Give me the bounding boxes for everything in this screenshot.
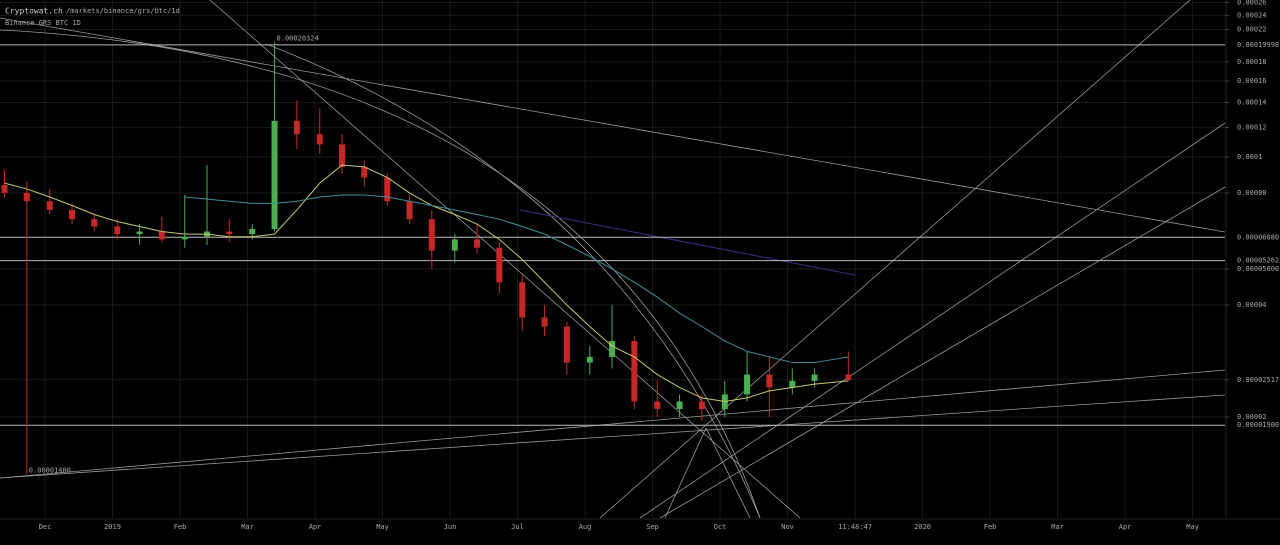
candle-body xyxy=(766,374,773,388)
candle-body xyxy=(384,177,391,202)
candle-body xyxy=(181,236,188,240)
candle-body xyxy=(845,374,852,380)
x-tick-label: May xyxy=(376,523,389,531)
candle-body xyxy=(361,166,368,178)
candle-body xyxy=(811,374,818,381)
trend-line xyxy=(664,427,707,519)
moving-average xyxy=(184,194,849,364)
candle-body xyxy=(654,401,661,410)
x-tick-label: Oct xyxy=(714,523,727,531)
y-tick-label: 0.00016 xyxy=(1237,77,1267,85)
candle-body xyxy=(744,374,751,395)
trend-line xyxy=(659,186,1226,519)
candle-body xyxy=(91,219,98,227)
candle-body xyxy=(519,282,526,318)
trend-line xyxy=(705,427,751,519)
x-tick-label: Jun xyxy=(444,523,457,531)
x-tick-label: Apr xyxy=(1119,523,1132,531)
candle-body xyxy=(563,326,570,363)
x-tick-label: Mar xyxy=(241,523,254,531)
candle-body xyxy=(249,228,256,235)
candle-body xyxy=(789,380,796,388)
x-tick-label: Feb xyxy=(174,523,187,531)
trend-line xyxy=(639,122,1226,519)
x-tick-label: May xyxy=(1186,523,1199,531)
trend-line xyxy=(209,0,801,519)
candle-body xyxy=(609,340,616,357)
candle-body xyxy=(69,209,76,220)
site-name: Cryptowat.ch xyxy=(5,7,63,16)
candle-body xyxy=(496,247,503,283)
y-tick-label: 0.00012 xyxy=(1237,123,1267,131)
horizontal-line-label: 0.00006080 xyxy=(1237,233,1279,241)
candle-body xyxy=(46,201,53,210)
x-tick-label: Aug xyxy=(579,523,592,531)
y-tick-label: 0.00014 xyxy=(1237,98,1267,106)
x-tick-label: Feb xyxy=(984,523,997,531)
y-tick-label: 0.00004 xyxy=(1237,301,1267,309)
price-annotation: 0.00020324 xyxy=(277,34,319,42)
trend-lines xyxy=(0,0,1226,519)
candle-body xyxy=(428,219,435,251)
y-tick-label: 0.00008 xyxy=(1237,189,1267,197)
y-tick-label: 0.00026 xyxy=(1237,0,1267,6)
grid xyxy=(0,0,1225,518)
x-tick-label: 2019 xyxy=(104,523,121,531)
x-tick-label: 2020 xyxy=(914,523,931,531)
candle-body xyxy=(698,401,705,410)
candle-body xyxy=(114,226,121,235)
candle-body xyxy=(474,239,481,248)
x-tick-label: Mar xyxy=(1051,523,1064,531)
y-tick-label: 0.00002517 xyxy=(1237,376,1279,384)
y-tick-label: 0.00002 xyxy=(1237,413,1267,421)
candle-body xyxy=(293,120,300,135)
candle-body xyxy=(226,231,233,235)
candle-body xyxy=(23,192,30,202)
y-tick-label: 0.00024 xyxy=(1237,11,1267,19)
horizontal-line-label: 0.00001900 xyxy=(1237,421,1279,429)
x-tick-label: Sep xyxy=(646,523,659,531)
x-tick-label: 11:48:47 xyxy=(838,523,872,531)
y-tick-label: 0.00018 xyxy=(1237,58,1267,66)
horizontal-line-label: 0.00019998 xyxy=(1237,41,1279,49)
y-tick-label: 0.00005000 xyxy=(1237,265,1279,273)
candle-body xyxy=(136,231,143,235)
trend-line xyxy=(519,209,856,276)
trend-line xyxy=(0,17,1226,233)
candle-body xyxy=(406,201,413,220)
candle-body xyxy=(586,356,593,363)
y-tick-label: 0.00022 xyxy=(1237,25,1267,33)
market-path: /markets/binance/grs/btc/1d xyxy=(66,7,180,15)
candle-body xyxy=(541,317,548,327)
x-tick-label: Nov xyxy=(781,523,794,531)
horizontal-line-label: 0.00005262 xyxy=(1237,257,1279,265)
market-name: Binance GRS BTC 1D xyxy=(5,19,81,27)
trend-line xyxy=(599,0,1191,519)
trend-arc xyxy=(0,29,761,519)
y-tick-label: 0.0001 xyxy=(1237,153,1262,161)
candle-body xyxy=(158,231,165,240)
trend-line xyxy=(0,394,1226,479)
price-annotation: 0.00001400 xyxy=(29,467,71,475)
x-tick-label: Dec xyxy=(39,523,52,531)
candles xyxy=(1,42,852,475)
candle-body xyxy=(316,134,323,145)
x-tick-label: Jul xyxy=(511,523,524,531)
candle-body xyxy=(676,401,683,410)
moving-average xyxy=(4,164,849,403)
candle-body xyxy=(271,120,278,229)
candle-body xyxy=(451,239,458,251)
candle-body xyxy=(339,144,346,167)
candle-body xyxy=(1,185,8,193)
trend-line xyxy=(0,369,1226,479)
x-tick-label: Apr xyxy=(309,523,322,531)
candle-body xyxy=(631,340,638,402)
trend-arc xyxy=(265,43,761,519)
